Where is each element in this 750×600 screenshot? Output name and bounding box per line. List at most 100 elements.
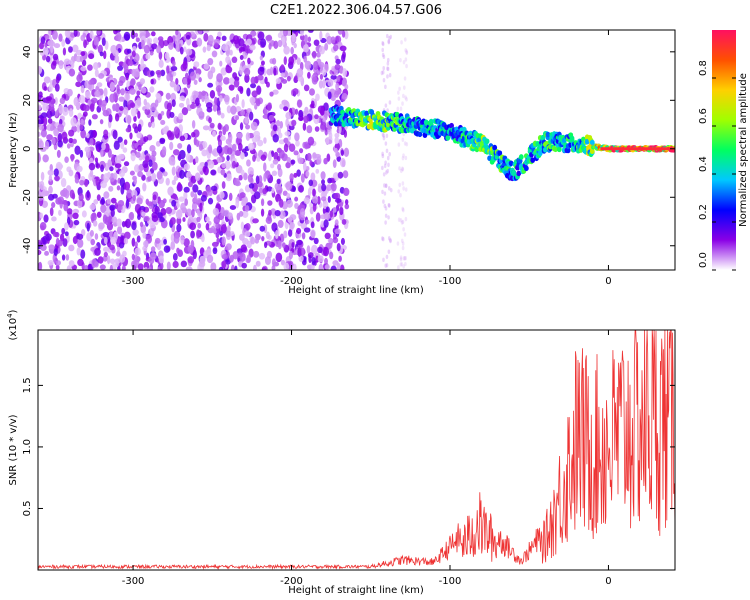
spectrogram-noise-cell [193,192,198,203]
spectrogram-cells [38,30,675,270]
spectrogram-noise-cell [295,140,300,147]
spectrogram-noise-cell [271,170,278,177]
spectrogram-noise-cell [202,30,210,34]
spectrogram-noise-cell [331,182,337,192]
spectrogram-noise-cell [189,103,197,110]
spectrogram-noise-cell [135,151,141,158]
spectrogram-noise-cell [238,174,243,181]
spectrogram-noise-cell [304,60,312,70]
spectrogram-noise-cell [278,198,284,208]
spectrogram-noise-cell [163,245,171,253]
spectrogram-noise-cell [330,265,337,270]
spectrogram-noise-cell [177,153,182,161]
spectrogram-y-tick-label: 0 [22,146,33,152]
spectrogram-noise-cell [81,210,87,218]
spectrogram-noise-cell [72,44,79,53]
spectrogram-streak-cell [384,263,388,268]
spectrogram-noise-cell [280,259,286,266]
spectrogram-noise-cell [177,142,183,149]
spectrogram-streak-cell [380,70,384,76]
spectrogram-noise-cell [293,42,297,49]
spectrogram-noise-cell [320,121,327,130]
spectrogram-noise-cell [219,191,225,199]
spectrogram-noise-cell [123,63,129,74]
spectrogram-noise-cell [290,159,296,165]
spectrogram-noise-cell [302,257,307,263]
spectrogram-x-tick-label: 0 [605,276,611,287]
spectrogram-noise-cell [220,135,226,141]
spectrogram-noise-cell [133,115,137,122]
spectrogram-noise-cell [149,252,157,260]
spectrogram-noise-cell [232,251,239,260]
spectrogram-noise-cell [271,222,278,232]
spectrogram-noise-cell [129,170,135,176]
spectrogram-noise-cell [61,39,66,47]
spectrogram-noise-cell [147,175,153,182]
spectrogram-noise-cell [117,65,124,71]
spectrogram-noise-cell [339,206,344,216]
spectrogram-noise-cell [169,80,176,88]
spectrogram-noise-cell [64,30,71,38]
spectrogram-noise-cell [111,154,115,164]
spectrogram-streak-cell [382,135,386,141]
snr-x-axis-label: Height of straight line (km) [288,585,424,596]
spectrogram-noise-cell [196,208,201,216]
spectrogram-noise-cell [54,83,60,92]
spectrogram-noise-cell [309,160,313,166]
spectrogram-streak-cell [401,181,405,186]
spectrogram-noise-cell [112,49,119,57]
spectrogram-noise-cell [53,127,59,137]
spectrogram-streak-cell [404,187,408,192]
spectrogram-noise-cell [339,45,347,52]
spectrogram-noise-cell [94,69,99,78]
spectrogram-noise-cell [241,99,245,109]
spectrogram-noise-cell [68,68,76,77]
spectrogram-noise-cell [139,78,146,85]
spectrogram-noise-cell [179,169,185,179]
spectrogram-noise-cell [147,121,152,128]
spectrogram-streak-cell [387,202,391,208]
spectrogram-streak-cell [405,49,408,54]
spectrogram-noise-cell [144,266,148,270]
spectrogram-streak-cell [398,182,402,188]
spectrogram-noise-cell [292,88,299,95]
spectrogram-streak-cell [384,213,388,218]
spectrogram-noise-cell [39,42,45,50]
spectrogram-noise-cell [263,162,267,172]
spectrogram-noise-cell [149,86,155,93]
spectrogram-noise-cell [244,73,250,84]
spectrogram-noise-cell [233,79,240,88]
spectrogram-noise-cell [64,222,69,231]
spectrogram-noise-cell [126,188,133,199]
spectrogram-noise-cell [323,157,328,165]
spectrogram-noise-cell [122,106,129,116]
spectrogram-streak-cell [384,141,388,146]
spectrogram-noise-cell [192,184,199,193]
spectrogram-noise-cell [68,169,74,177]
spectrogram-noise-cell [87,64,93,71]
spectrogram-noise-cell [249,44,256,51]
spectrogram-noise-cell [48,185,53,194]
spectrogram-noise-cell [154,237,161,244]
spectrogram-noise-cell [299,148,304,154]
spectrogram-noise-cell [224,160,231,170]
spectrogram-noise-cell [88,119,92,126]
spectrogram-noise-cell [115,32,122,42]
spectrogram-streak-cell [381,237,385,242]
spectrogram-noise-cell [96,211,102,218]
spectrogram-streak-cell [399,218,403,223]
spectrogram-noise-cell [218,266,224,270]
spectrogram-noise-cell [228,77,235,85]
spectrogram-y-tick-label: 20 [22,94,33,107]
spectrogram-noise-cell [164,52,170,60]
spectrogram-noise-cell [136,97,141,107]
spectrogram-noise-cell [195,198,203,204]
spectrogram-noise-cell [173,84,181,92]
spectrogram-noise-cell [334,136,339,145]
spectrogram-noise-cell [80,51,86,57]
spectrogram-noise-cell [158,255,164,264]
spectrogram-noise-cell [137,263,144,270]
snr-series-line [37,329,676,570]
spectrogram-noise-cell [324,232,331,240]
spectrogram-noise-cell [283,45,290,55]
